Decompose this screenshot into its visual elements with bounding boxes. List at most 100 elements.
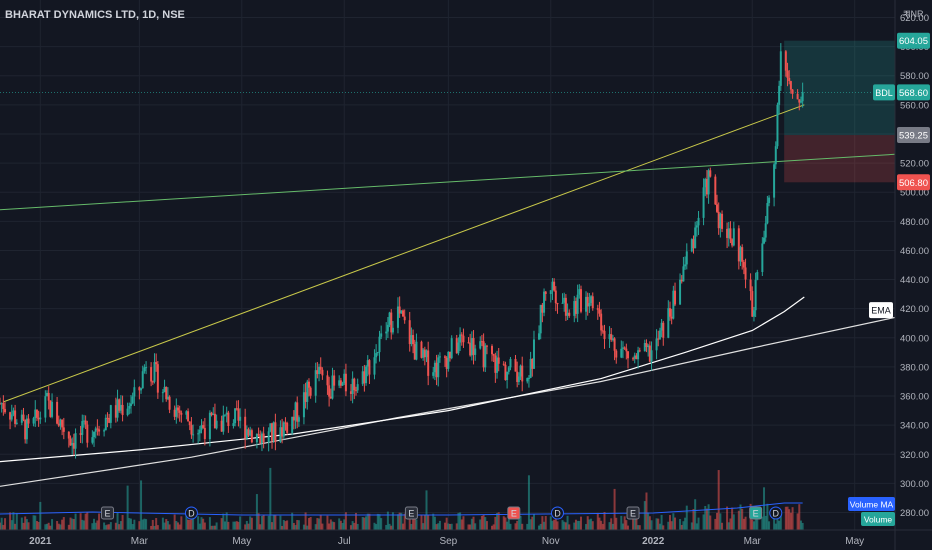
candle-body <box>274 422 277 442</box>
volume-bar <box>623 516 626 530</box>
volume-bar <box>526 523 529 530</box>
volume-bar <box>752 521 755 530</box>
candle-body <box>279 427 282 442</box>
candle-body <box>385 331 388 334</box>
currency-indicator[interactable]: ₹ INR <box>903 9 924 21</box>
volume-bar <box>108 524 111 530</box>
volume-bar <box>267 515 270 530</box>
earnings-marker[interactable]: E <box>749 506 763 520</box>
candle-body <box>173 409 176 417</box>
volume-bar <box>474 523 477 530</box>
candle-body <box>98 429 101 432</box>
earnings-marker[interactable]: E <box>100 506 114 520</box>
volume-bar <box>449 523 452 530</box>
volume-bar <box>756 512 759 530</box>
candle-body <box>35 409 38 418</box>
candle-body <box>543 291 546 313</box>
candle-body <box>224 414 227 416</box>
volume-bar <box>422 523 425 530</box>
dividend-marker[interactable]: D <box>769 506 783 520</box>
volume-bar <box>467 524 470 530</box>
stop-price-tag-text: 506.80 <box>899 178 928 189</box>
volume-bar <box>249 516 252 530</box>
volume-bar <box>459 512 462 530</box>
volume-bar <box>778 520 781 530</box>
marker-box <box>626 506 640 520</box>
dividend-marker[interactable]: D <box>184 506 198 520</box>
volume-bar <box>250 517 253 530</box>
dividend-marker[interactable]: D <box>550 506 564 520</box>
volume-bar <box>234 521 237 530</box>
volume-bar <box>484 517 487 530</box>
volume-bar <box>541 516 544 530</box>
volume-bar <box>516 520 519 530</box>
candle-body <box>544 291 547 294</box>
candle-body <box>507 367 510 372</box>
candle-body <box>413 344 416 360</box>
volume-bar <box>104 525 107 530</box>
candle-body <box>67 431 70 439</box>
volume-bar <box>437 523 440 530</box>
volume-bar <box>620 515 623 530</box>
volume-bar <box>694 499 697 530</box>
volume-bar <box>801 522 804 530</box>
candle-body <box>376 352 379 354</box>
volume-bar <box>690 522 693 530</box>
volume-bar <box>82 520 85 530</box>
candle-body <box>222 415 225 432</box>
candle-body <box>658 330 661 340</box>
volume-bar <box>282 519 285 530</box>
candle-body <box>402 310 405 317</box>
earnings-marker[interactable]: E <box>404 506 418 520</box>
volume-bar <box>621 523 624 530</box>
volume-bar <box>351 521 354 530</box>
volume-bar <box>96 520 99 530</box>
target-price-tag: 604.05 <box>897 32 930 49</box>
volume-bar <box>356 523 359 530</box>
volume-bar <box>224 521 227 530</box>
volume-bar <box>339 520 342 530</box>
volume-bar <box>716 512 719 530</box>
candle-body <box>554 290 557 304</box>
earnings-marker[interactable]: E <box>507 506 521 520</box>
volume-bar <box>46 523 49 530</box>
x-tick-label: 2022 <box>642 536 665 547</box>
candle-body <box>140 388 143 391</box>
volume-bar <box>412 519 415 530</box>
volume-bar <box>633 518 636 530</box>
volume-bar <box>166 521 169 530</box>
candle-body <box>741 247 744 262</box>
volume-ma-line <box>0 502 803 516</box>
candle-body <box>14 410 17 424</box>
y-tick-label: 520.00 <box>900 159 929 170</box>
earnings-marker[interactable]: E <box>626 506 640 520</box>
volume-bar <box>682 521 685 530</box>
volume-bar <box>798 504 801 530</box>
candle-body <box>328 385 331 397</box>
volume-bar <box>494 516 497 530</box>
candle-body <box>506 371 509 381</box>
candle-body <box>9 412 12 420</box>
volume-bar <box>761 516 764 530</box>
volume-bar <box>702 514 705 530</box>
candle-body <box>638 350 641 352</box>
volume-tag: Volume <box>864 515 893 525</box>
volume-bar <box>457 512 460 530</box>
x-tick-label: May <box>232 536 251 547</box>
volume-bar <box>737 510 740 530</box>
volume-bar <box>627 525 630 530</box>
marker-label: E <box>104 509 110 519</box>
volume-bar <box>190 516 193 530</box>
volume-bar <box>727 522 730 530</box>
volume-bar <box>286 520 289 530</box>
volume-bar <box>151 519 154 530</box>
volume-bar <box>47 522 50 530</box>
volume-bar <box>645 492 648 530</box>
entry-price-tag-bg <box>897 127 930 144</box>
candle-body <box>239 416 242 421</box>
y-tick-label: 400.00 <box>900 333 929 344</box>
volume-bar <box>482 514 485 530</box>
candle-body <box>227 412 230 427</box>
